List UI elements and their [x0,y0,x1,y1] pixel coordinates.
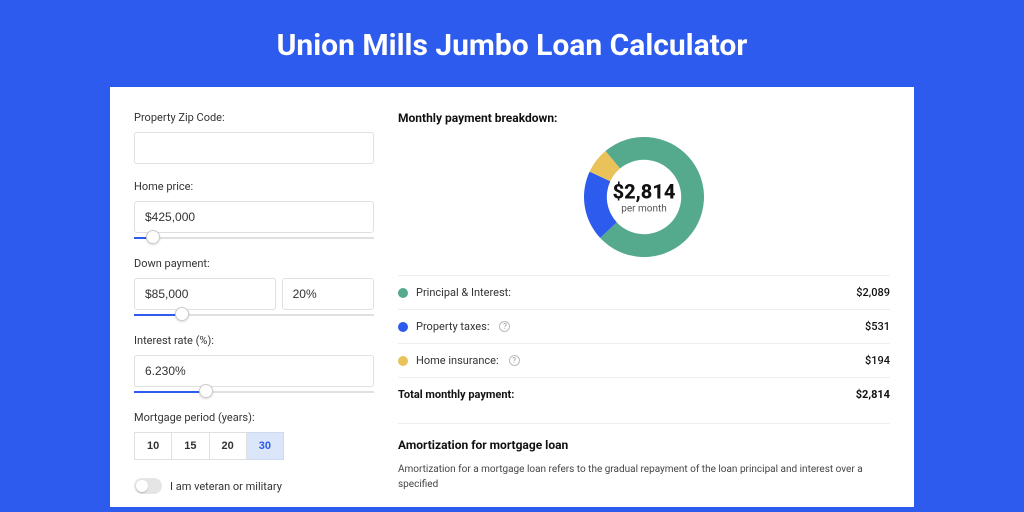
inputs-column: Property Zip Code: Home price: Down paym… [134,111,374,507]
breakdown-label: Principal & Interest: [416,286,511,299]
home-price-field: Home price: [134,180,374,241]
help-icon[interactable]: ? [499,321,510,332]
total-label: Total monthly payment: [398,388,514,401]
mortgage-period-field: Mortgage period (years): 10152030 [134,411,374,460]
help-icon[interactable]: ? [509,355,520,366]
veteran-toggle[interactable] [134,478,162,494]
breakdown-label: Property taxes: [416,320,489,333]
down-payment-pct-input[interactable] [282,278,374,310]
veteran-toggle-label: I am veteran or military [170,480,282,493]
down-payment-slider[interactable] [134,312,374,318]
period-option-20[interactable]: 20 [210,432,247,460]
period-option-15[interactable]: 15 [172,432,209,460]
amortization-text: Amortization for a mortgage loan refers … [398,462,890,492]
breakdown-value: $194 [865,354,890,367]
breakdown-rows: Principal & Interest: $2,089 Property taxe… [398,275,890,377]
period-option-10[interactable]: 10 [134,432,172,460]
period-option-30[interactable]: 30 [247,432,284,460]
slider-thumb[interactable] [199,384,213,398]
donut-chart: $2,814 per month [398,137,890,257]
mortgage-period-options: 10152030 [134,432,374,460]
total-value: $2,814 [856,388,890,401]
amortization-title: Amortization for mortgage loan [398,438,890,452]
mortgage-period-label: Mortgage period (years): [134,411,374,424]
legend-dot [398,356,408,366]
calculator-card: Property Zip Code: Home price: Down paym… [110,87,914,507]
home-price-label: Home price: [134,180,374,193]
interest-rate-label: Interest rate (%): [134,334,374,347]
zip-input[interactable] [134,132,374,164]
breakdown-row: Principal & Interest: $2,089 [398,275,890,309]
down-payment-amount-input[interactable] [134,278,276,310]
breakdown-value: $2,089 [856,286,890,299]
down-payment-label: Down payment: [134,257,374,270]
legend-dot [398,322,408,332]
down-payment-field: Down payment: [134,257,374,318]
calculator-container: Property Zip Code: Home price: Down paym… [110,87,914,507]
donut-center: $2,814 per month [613,180,676,215]
breakdown-row: Home insurance:? $194 [398,343,890,377]
donut-center-value: $2,814 [613,180,676,204]
zip-field: Property Zip Code: [134,111,374,164]
legend-dot [398,288,408,298]
donut-center-label: per month [613,204,676,215]
breakdown-value: $531 [865,320,890,333]
veteran-toggle-row: I am veteran or military [134,478,374,494]
toggle-knob [136,480,148,492]
interest-rate-slider[interactable] [134,389,374,395]
breakdown-title: Monthly payment breakdown: [398,111,890,125]
page-root: Union Mills Jumbo Loan Calculator Proper… [0,0,1024,512]
slider-track [134,237,374,239]
interest-rate-input[interactable] [134,355,374,387]
breakdown-column: Monthly payment breakdown: $2,814 per mo… [398,111,890,507]
breakdown-label: Home insurance: [416,354,499,367]
home-price-input[interactable] [134,201,374,233]
interest-rate-field: Interest rate (%): [134,334,374,395]
page-title: Union Mills Jumbo Loan Calculator [0,0,1024,87]
zip-label: Property Zip Code: [134,111,374,124]
home-price-slider[interactable] [134,235,374,241]
breakdown-total-row: Total monthly payment: $2,814 [398,377,890,411]
slider-thumb[interactable] [175,307,189,321]
slider-fill [134,391,206,393]
amortization-section: Amortization for mortgage loan Amortizat… [398,423,890,492]
breakdown-row: Property taxes:? $531 [398,309,890,343]
slider-thumb[interactable] [146,230,160,244]
